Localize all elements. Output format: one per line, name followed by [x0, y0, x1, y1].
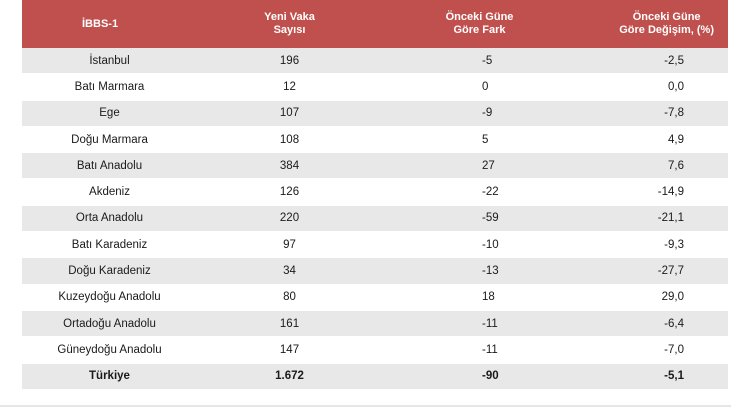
change-cell: -9,3	[664, 238, 684, 251]
cases-cell: 220	[279, 212, 300, 225]
change-cell: 4,9	[668, 133, 684, 146]
change-cell: -5,1	[664, 370, 684, 383]
table-row: Ege 107 -9 -7,8	[22, 100, 728, 127]
table-row: Batı Karadeniz 97 -10 -9,3	[22, 232, 728, 259]
header-change-line1: Önceki Güne	[632, 11, 701, 23]
change-cell: -21,1	[657, 212, 684, 225]
region-cell: Batı Anadolu	[76, 159, 143, 172]
header-diff-line2: Göre Fark	[453, 24, 506, 36]
change-cell: -6,4	[664, 317, 684, 330]
change-cell: 0,0	[668, 80, 684, 93]
region-cell: Ege	[99, 107, 120, 120]
table-row: Güneydoğu Anadolu 147 -11 -7,0	[22, 337, 728, 364]
header-change: Önceki Güne Göre Değişim, (%)	[577, 0, 728, 48]
region-cell: Türkiye	[89, 370, 130, 383]
region-cell: Doğu Marmara	[71, 133, 148, 146]
change-cell: -14,9	[657, 186, 684, 199]
cases-cell: 80	[283, 291, 296, 304]
region-cell: Ortadoğu Anadolu	[63, 317, 156, 330]
diff-cell: 27	[482, 159, 495, 172]
case-table: İBBS-1 Yeni Vaka Sayısı Önceki Güne Göre…	[22, 0, 728, 390]
change-cell: -27,7	[657, 265, 684, 278]
change-cell: 29,0	[661, 291, 684, 304]
header-region-label: İBBS-1	[82, 17, 119, 30]
diff-cell: -13	[482, 265, 499, 278]
change-cell: 7,6	[668, 159, 684, 172]
region-cell: Orta Anadolu	[75, 212, 144, 225]
diff-cell: -11	[482, 317, 498, 330]
cases-cell: 97	[283, 238, 296, 251]
table-row: Doğu Karadeniz 34 -13 -27,7	[22, 258, 728, 285]
header-new-cases: Yeni Vaka Sayısı	[197, 0, 382, 48]
table-row: İstanbul 196 -5 -2,5	[22, 48, 728, 75]
region-cell: Akdeniz	[89, 186, 130, 199]
cases-cell: 107	[279, 107, 300, 120]
table-row: Kuzeydoğu Anadolu 80 18 29,0	[22, 285, 728, 311]
cases-cell: 161	[279, 317, 300, 330]
table-row: Akdeniz 126 -22 -14,9	[22, 179, 728, 206]
cases-cell: 108	[279, 133, 300, 146]
header-new-cases-line2: Sayısı	[273, 24, 306, 36]
cases-cell: 147	[279, 343, 300, 356]
region-cell: Batı Marmara	[74, 80, 145, 93]
diff-cell: 0	[482, 80, 489, 93]
table-row: Ortadoğu Anadolu 161 -11 -6,4	[22, 310, 728, 338]
region-cell: Batı Karadeniz	[71, 238, 148, 251]
cases-cell: 1.672	[275, 370, 304, 383]
region-cell: Doğu Karadeniz	[68, 265, 151, 278]
header-region: İBBS-1	[22, 0, 197, 48]
change-cell: -7,8	[664, 107, 684, 120]
table-row: Doğu Marmara 108 5 4,9	[22, 127, 728, 154]
cases-cell: 34	[283, 265, 296, 278]
region-cell: İstanbul	[89, 54, 130, 67]
region-cell: Güneydoğu Anadolu	[57, 343, 162, 356]
table-row: Batı Marmara 12 0 0,0	[22, 74, 728, 101]
diff-cell: -10	[482, 238, 499, 251]
header-change-line2: Göre Değişim, (%)	[619, 24, 714, 36]
bottom-divider	[0, 405, 731, 407]
diff-cell: -22	[482, 186, 499, 199]
cases-cell: 384	[279, 159, 300, 172]
diff-cell: 5	[482, 133, 489, 146]
cases-cell: 126	[279, 186, 300, 199]
header-new-cases-line1: Yeni Vaka	[264, 11, 315, 23]
diff-cell: 18	[482, 291, 495, 304]
diff-cell: -90	[482, 370, 499, 383]
cases-cell: 196	[279, 54, 300, 67]
diff-cell: -59	[482, 212, 499, 225]
diff-cell: -9	[482, 107, 493, 120]
header-diff-line1: Önceki Güne	[445, 11, 514, 23]
diff-cell: -11	[482, 343, 498, 356]
diff-cell: -5	[482, 54, 493, 67]
total-row: Türkiye 1.672 -90 -5,1	[22, 363, 728, 390]
table-row: Orta Anadolu 220 -59 -21,1	[22, 205, 728, 233]
cases-cell: 12	[283, 80, 296, 93]
table-row: Batı Anadolu 384 27 7,6	[22, 153, 728, 180]
header-diff: Önceki Güne Göre Fark	[382, 0, 577, 48]
change-cell: -7,0	[664, 343, 684, 356]
region-cell: Kuzeydoğu Anadolu	[58, 291, 161, 304]
table-header: İBBS-1 Yeni Vaka Sayısı Önceki Güne Göre…	[22, 0, 728, 48]
change-cell: -2,5	[664, 54, 684, 67]
